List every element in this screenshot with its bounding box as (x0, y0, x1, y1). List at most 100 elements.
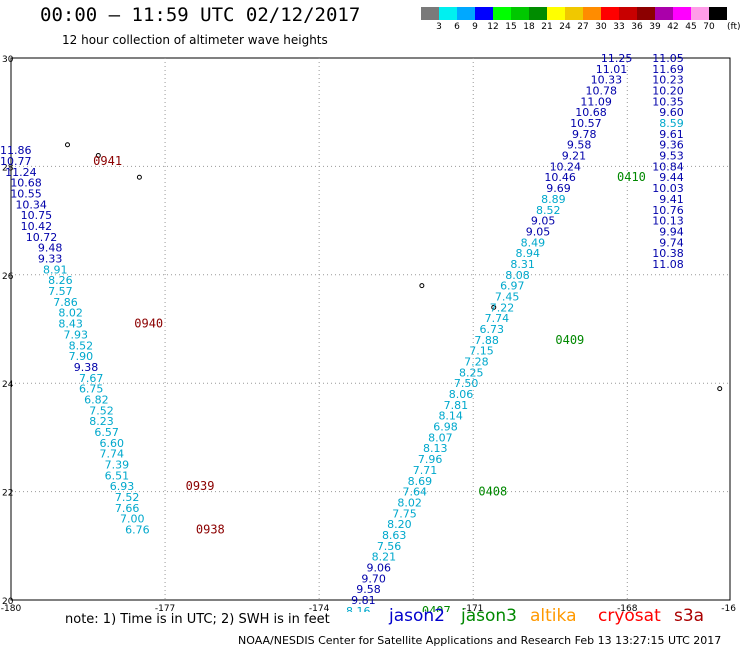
wave-height-value: 11.86 (0, 144, 32, 157)
y-tick-label: 24 (2, 380, 14, 390)
wave-height-value: 7.00 (120, 513, 145, 526)
wave-height-value: 10.23 (652, 74, 684, 87)
scale-label: 33 (613, 22, 625, 32)
wave-height-value: 9.05 (531, 215, 556, 228)
scale-label: 45 (685, 22, 697, 32)
wave-height-value: 7.28 (464, 356, 489, 369)
wave-height-value: 10.77 (0, 155, 32, 168)
wave-height-value: 8.21 (372, 551, 397, 564)
wave-height-value: 8.26 (48, 274, 73, 287)
wave-height-value: 9.70 (361, 572, 386, 585)
wave-height-value: 8.52 (536, 204, 561, 217)
scale-swatch (655, 7, 673, 20)
pass-time-label: 0408 (478, 485, 507, 499)
scale-label: 21 (541, 22, 553, 32)
wave-height-value: 10.55 (10, 188, 42, 201)
wave-height-value: 6.82 (84, 393, 109, 406)
wave-height-value: 10.84 (652, 160, 684, 173)
wave-height-value: 7.74 (485, 312, 510, 325)
pass-time-label: 0938 (196, 523, 225, 537)
scale-swatch (709, 7, 727, 20)
wave-height-map: -180 -177 -174 -171 -168 -16 30 28 26 24 22 20 11.86… (0, 52, 736, 612)
scale-label: 12 (487, 22, 499, 32)
wave-height-value: 8.49 (521, 236, 546, 249)
wave-height-value: 10.72 (26, 231, 58, 244)
pass-time-label: 0939 (186, 479, 215, 493)
wave-height-value: 10.35 (652, 95, 684, 108)
wave-height-value: 8.16 (346, 605, 371, 612)
wave-height-value: 9.81 (351, 594, 376, 607)
island-outline (717, 386, 723, 392)
wave-height-value: 9.78 (572, 128, 597, 141)
scale-label: 27 (577, 22, 589, 32)
wave-height-value: 9.60 (659, 106, 684, 119)
wave-height-value: 10.76 (652, 204, 684, 217)
y-tick-label: 22 (2, 489, 13, 499)
island-outline (95, 153, 101, 159)
wave-height-value: 8.23 (89, 415, 114, 428)
wave-height-value: 8.08 (505, 269, 530, 282)
wave-height-value: 11.05 (652, 52, 684, 65)
scale-label: 9 (472, 22, 478, 32)
scale-unit: (ft) (727, 22, 740, 32)
wave-height-value: 8.06 (449, 388, 474, 401)
wave-height-value: 9.58 (567, 139, 592, 152)
wave-height-value: 11.08 (652, 258, 684, 271)
wave-height-value: 7.52 (115, 491, 140, 504)
x-tick-label: -16 (721, 604, 736, 612)
legend-jason2: jason2 (389, 606, 445, 626)
scale-label: 42 (667, 22, 679, 32)
wave-height-value: 6.60 (99, 437, 124, 450)
wave-height-value: 8.13 (423, 442, 448, 455)
wave-height-value: 6.51 (105, 469, 130, 482)
y-tick-label: 26 (2, 272, 14, 282)
pass-time-label: 0407 (422, 604, 451, 612)
x-tick-label: -171 (463, 604, 483, 612)
wave-height-value: 10.46 (544, 171, 576, 184)
wave-height-value: 8.20 (387, 518, 412, 531)
scale-swatch (691, 7, 709, 20)
wave-height-value: 8.31 (510, 258, 535, 271)
scale-label: 36 (631, 22, 643, 32)
scale-label: 39 (649, 22, 661, 32)
wave-height-value: 7.88 (474, 334, 499, 347)
y-tick-label: 20 (2, 597, 14, 607)
wave-height-value: 11.69 (652, 63, 684, 76)
wave-height-value: 7.15 (469, 345, 494, 358)
wave-height-value: 10.03 (652, 182, 684, 195)
x-tick-label: -174 (309, 604, 330, 612)
scale-swatch (421, 7, 439, 20)
wave-height-value: 7.50 (454, 377, 479, 390)
map-subtitle: 12 hour collection of altimeter wave hei… (62, 33, 328, 47)
pass-time-label: 0410 (617, 170, 646, 184)
wave-height-value: 7.67 (79, 372, 104, 385)
wave-height-value: 6.75 (79, 383, 104, 396)
wave-height-value: 9.33 (38, 253, 63, 266)
scale-swatch (637, 7, 655, 20)
scale-swatch (673, 7, 691, 20)
wave-height-value: 8.07 (428, 431, 453, 444)
wave-height-value: 8.25 (459, 366, 484, 379)
wave-height-value: 9.94 (659, 225, 684, 238)
island-outline (136, 174, 142, 180)
wave-height-value: 7.71 (413, 464, 438, 477)
wave-height-value: 11.25 (601, 52, 633, 65)
wave-height-value: 10.57 (570, 117, 602, 130)
wave-height-value: 9.44 (659, 171, 684, 184)
wave-height-value: 10.78 (586, 85, 618, 98)
footer-note: note: 1) Time is in UTC; 2) SWH is in fe… (65, 612, 330, 627)
wave-height-value: 8.02 (397, 496, 422, 509)
wave-height-value: 7.96 (418, 453, 443, 466)
scale-swatch (565, 7, 583, 20)
wave-height-value: 9.58 (356, 583, 381, 596)
scale-swatch (583, 7, 601, 20)
y-tick-label: 28 (2, 163, 14, 173)
wave-height-value: 6.97 (500, 280, 525, 293)
scale-swatch (601, 7, 619, 20)
wave-height-value: 9.06 (367, 561, 392, 574)
island-outline (64, 142, 70, 148)
wave-height-value: 8.69 (408, 475, 433, 488)
scale-label: 15 (505, 22, 517, 32)
scale-swatch (529, 7, 547, 20)
wave-height-value: 9.05 (526, 225, 551, 238)
